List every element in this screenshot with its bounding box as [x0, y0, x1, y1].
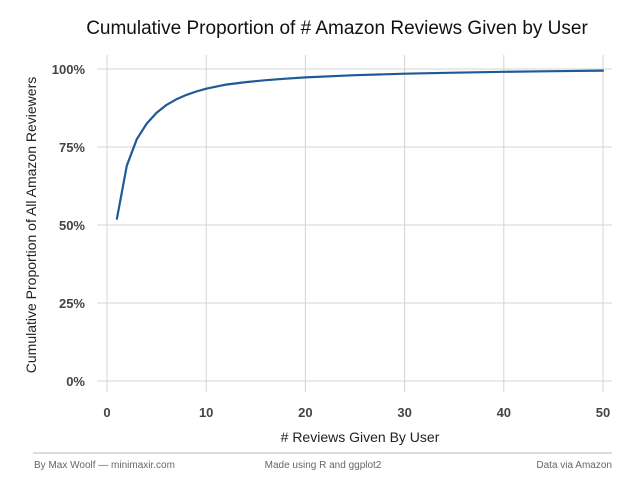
plot-area: [115, 69, 605, 220]
y-tick-label: 100%: [52, 62, 86, 77]
footer-tool: Made using R and ggplot2: [265, 460, 382, 471]
grid: [97, 55, 612, 392]
y-tick-label: 25%: [59, 296, 85, 311]
x-tick-label: 20: [298, 405, 312, 420]
x-tick-label: 50: [596, 405, 610, 420]
chart-title: Cumulative Proportion of # Amazon Review…: [86, 18, 588, 39]
footer-credit: By Max Woolf — minimaxir.com: [34, 460, 175, 471]
series-line: [115, 69, 605, 220]
y-axis-title: Cumulative Proportion of All Amazon Revi…: [23, 77, 39, 373]
y-tick-label: 0%: [66, 374, 85, 389]
x-tick-label: 40: [497, 405, 511, 420]
x-tick-label: 0: [103, 405, 110, 420]
y-tick-label: 75%: [59, 140, 85, 155]
footer-source: Data via Amazon: [536, 460, 612, 471]
x-tick-label: 30: [397, 405, 411, 420]
x-axis-title: # Reviews Given By User: [281, 429, 440, 445]
x-axis: 0 10 20 30 40 50: [103, 405, 610, 420]
x-tick-label: 10: [199, 405, 213, 420]
y-axis: 0% 25% 50% 75% 100%: [52, 62, 86, 389]
y-tick-label: 50%: [59, 218, 85, 233]
